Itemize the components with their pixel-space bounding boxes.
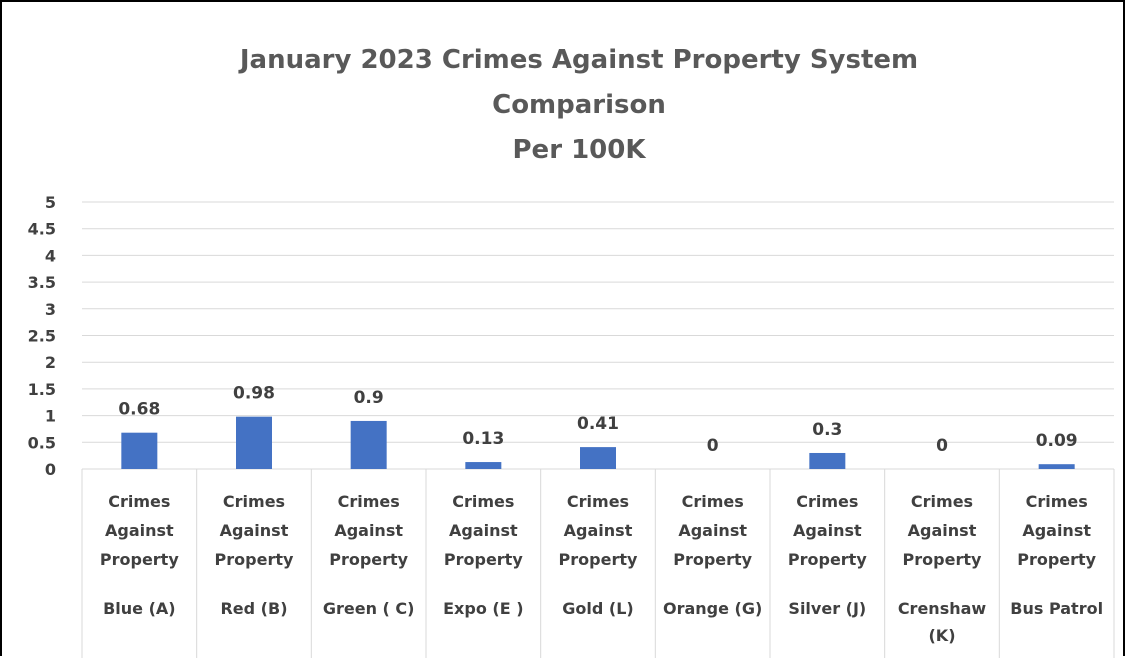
- chart-title-line-2: Comparison: [492, 90, 666, 120]
- data-label: 0.13: [462, 429, 504, 449]
- subcategory-label: Property: [1017, 550, 1096, 569]
- data-labels: 0.68 0.98 0.9 0.13 0.41 0 0.3 0 0.09: [118, 384, 1077, 456]
- bar: [580, 447, 616, 469]
- data-label: 0.41: [577, 414, 619, 434]
- subcategory-label: Crimes: [796, 492, 858, 511]
- bar: [350, 420, 387, 469]
- category-group-label: Red (B): [220, 599, 287, 618]
- chart-title: January 2023 Crimes Against Property Sys…: [238, 45, 918, 165]
- subcategory-label: Property: [903, 550, 982, 569]
- y-tick-label: 4: [45, 246, 56, 265]
- data-label: 0.3: [812, 420, 842, 440]
- data-label: 0.98: [233, 384, 275, 404]
- subcategory-label: Property: [329, 550, 408, 569]
- y-tick-label: 1.5: [28, 380, 56, 399]
- subcategory-label: Crimes: [567, 492, 629, 511]
- y-tick-label: 0.5: [28, 433, 56, 452]
- subcategory-label: Crimes: [452, 492, 514, 511]
- y-tick-label: 5: [45, 193, 56, 212]
- category-group-label: Orange (G): [663, 599, 762, 618]
- category-group-label: Silver (J): [788, 599, 866, 618]
- subcategory-label: Against: [334, 521, 403, 540]
- subcategory-label: Crimes: [911, 492, 973, 511]
- subcategory-label: Property: [788, 550, 867, 569]
- bar: [1038, 464, 1075, 469]
- bar: [121, 432, 158, 469]
- data-label: 0: [936, 436, 948, 456]
- subcategory-label: Crimes: [338, 492, 400, 511]
- category-group-label: Bus Patrol: [1010, 599, 1103, 618]
- category-group-label: Expo (E ): [443, 599, 523, 618]
- category-group-label: Crenshaw: [898, 599, 987, 618]
- bars: [121, 416, 1075, 469]
- y-tick-label: 1: [45, 407, 56, 426]
- category-group-label: (K): [928, 626, 955, 645]
- subcategory-label: Property: [559, 550, 638, 569]
- subcategory-label: Against: [793, 521, 862, 540]
- subcategory-label: Against: [564, 521, 633, 540]
- subcategory-label: Property: [444, 550, 523, 569]
- y-tick-label: 2: [45, 353, 56, 372]
- category-group-label: Blue (A): [103, 599, 176, 618]
- y-tick-label: 3.5: [28, 273, 56, 292]
- y-tick-label: 4.5: [28, 220, 56, 239]
- subcategory-label: Crimes: [682, 492, 744, 511]
- chart-title-line-3: Per 100K: [513, 135, 647, 165]
- bar: [809, 452, 846, 469]
- subcategory-label: Crimes: [223, 492, 285, 511]
- y-tick-label: 0: [45, 460, 56, 479]
- data-label: 0: [707, 436, 719, 456]
- y-axis-ticks: 0 0.5 1 1.5 2 2.5 3 3.5 4 4.5 5: [28, 193, 56, 479]
- category-group-label: Gold (L): [562, 599, 633, 618]
- subcategory-label: Against: [1022, 521, 1091, 540]
- subcategory-label: Against: [678, 521, 747, 540]
- subcategory-label: Property: [215, 550, 294, 569]
- y-tick-label: 2.5: [28, 327, 56, 346]
- y-tick-label: 3: [45, 300, 56, 319]
- subcategory-label: Against: [908, 521, 977, 540]
- subcategory-label: Crimes: [1026, 492, 1088, 511]
- x-axis-categories: Crimes Against Property Blue (A) Crimes Again…: [100, 492, 1103, 645]
- data-label: 0.68: [118, 400, 160, 420]
- data-label: 0.9: [354, 388, 384, 408]
- subcategory-label: Against: [449, 521, 518, 540]
- subcategory-label: Against: [220, 521, 289, 540]
- category-group-label: Green ( C): [323, 599, 415, 618]
- subcategory-label: Crimes: [108, 492, 170, 511]
- bar: [236, 416, 272, 469]
- chart-title-line-1: January 2023 Crimes Against Property Sys…: [238, 45, 918, 75]
- data-label: 0.09: [1036, 431, 1078, 451]
- bar: [465, 462, 502, 469]
- subcategory-label: Property: [673, 550, 752, 569]
- subcategory-label: Property: [100, 550, 179, 569]
- subcategory-label: Against: [105, 521, 174, 540]
